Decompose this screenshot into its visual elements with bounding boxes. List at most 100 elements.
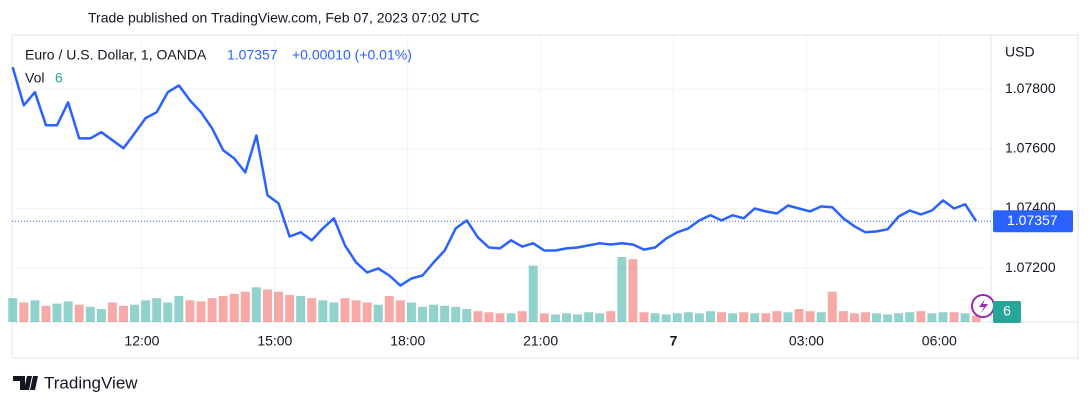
volume-bar xyxy=(573,314,583,322)
volume-bar xyxy=(152,298,162,322)
x-tick-label: 06:00 xyxy=(922,333,957,349)
volume-bar xyxy=(406,302,416,322)
volume-bar xyxy=(19,302,29,322)
volume-bar xyxy=(107,302,117,322)
volume-bar xyxy=(561,313,571,322)
volume-bar xyxy=(860,312,870,322)
volume-bar xyxy=(761,313,771,322)
volume-bar xyxy=(805,311,815,322)
volume-bar xyxy=(30,300,40,322)
volume-bar xyxy=(185,300,195,322)
volume-bar xyxy=(207,298,217,322)
volume-bar xyxy=(705,311,715,322)
volume-bar xyxy=(329,302,339,322)
volume-bar xyxy=(141,300,151,322)
volume-bar xyxy=(163,302,173,322)
volume-bar xyxy=(196,301,206,322)
volume-bar xyxy=(694,313,704,322)
volume-bar xyxy=(130,304,140,322)
price-layer xyxy=(11,66,991,287)
volume-bar xyxy=(340,298,350,322)
volume-bar xyxy=(8,298,18,322)
volume-bar xyxy=(318,300,328,322)
volume-bar xyxy=(440,305,450,322)
volume-bar xyxy=(373,304,383,322)
price-line xyxy=(11,66,978,287)
logo-mark xyxy=(13,376,38,390)
volume-bar xyxy=(628,259,638,322)
publish-header: Trade published on TradingView.com, Feb … xyxy=(88,10,479,26)
volume-bar xyxy=(517,311,527,322)
volume-bar xyxy=(905,312,915,322)
volume-layer xyxy=(8,257,981,322)
volume-bar xyxy=(849,313,859,322)
x-tick-label: 21:00 xyxy=(523,333,558,349)
volume-bar xyxy=(351,300,361,322)
volume-bar xyxy=(118,305,128,322)
volume-bar xyxy=(894,313,904,322)
volume-bar xyxy=(473,311,483,322)
volume-bar xyxy=(506,313,516,322)
y-tick-label: 1.07800 xyxy=(1005,80,1056,96)
x-tick-label: 18:00 xyxy=(390,333,425,349)
alert-bolt xyxy=(979,299,988,313)
volume-bar xyxy=(971,315,981,322)
volume-bar xyxy=(717,312,727,322)
volume-bar xyxy=(872,313,882,322)
volume-bar xyxy=(827,291,837,322)
volume-bar xyxy=(672,313,682,322)
volume-bar xyxy=(395,300,405,322)
symbol-title: Euro / U.S. Dollar, 1, OANDA xyxy=(25,47,207,63)
volume-bar xyxy=(650,313,660,322)
volume-bar xyxy=(52,303,62,322)
volume-bar xyxy=(550,314,560,322)
volume-bar xyxy=(739,312,749,322)
volume-bar xyxy=(307,298,317,322)
volume-bar xyxy=(229,293,239,322)
volume-bar xyxy=(484,312,494,322)
x-tick-label: 03:00 xyxy=(789,333,824,349)
volume-bar xyxy=(251,287,261,322)
x-tick-label: 12:00 xyxy=(124,333,159,349)
volume-bar xyxy=(74,304,84,322)
volume-bar xyxy=(960,313,970,322)
volume-bar xyxy=(783,312,793,322)
volume-badge-label: 6 xyxy=(1003,303,1011,319)
logo-text: TradingView xyxy=(44,373,138,392)
volume-bar xyxy=(462,309,472,322)
volume-bar xyxy=(451,306,461,322)
volume-bar xyxy=(728,313,738,322)
volume-bar xyxy=(927,313,937,322)
y-axis-label: USD xyxy=(1005,44,1035,60)
volume-bar xyxy=(218,296,228,322)
volume-bar xyxy=(883,314,893,322)
volume-bar xyxy=(96,309,106,322)
volume-legend-label: Vol xyxy=(25,70,44,86)
volume-bar xyxy=(528,265,538,322)
last-price-label: 1.07357 xyxy=(1007,212,1058,228)
last-price-legend: 1.07357 xyxy=(227,47,278,63)
volume-bar xyxy=(683,312,693,322)
volume-legend-value: 6 xyxy=(55,70,63,86)
volume-bar xyxy=(63,301,73,322)
volume-bar xyxy=(661,314,671,322)
volume-bar xyxy=(938,312,948,322)
volume-bar xyxy=(606,311,616,322)
volume-bar xyxy=(240,291,250,322)
logo: TradingView xyxy=(13,373,138,392)
volume-bar xyxy=(296,296,306,322)
volume-bar xyxy=(85,306,95,322)
grid xyxy=(12,35,991,322)
y-tick-label: 1.07600 xyxy=(1005,140,1056,156)
volume-bar xyxy=(584,312,594,322)
volume-bar xyxy=(495,313,505,322)
last-price-badge xyxy=(993,210,1073,233)
volume-bar xyxy=(750,313,760,322)
volume-bar xyxy=(639,312,649,322)
x-tick-label: 15:00 xyxy=(257,333,292,349)
chart-frame xyxy=(11,34,1079,359)
volume-bar xyxy=(262,289,272,322)
volume-bar xyxy=(595,313,605,322)
